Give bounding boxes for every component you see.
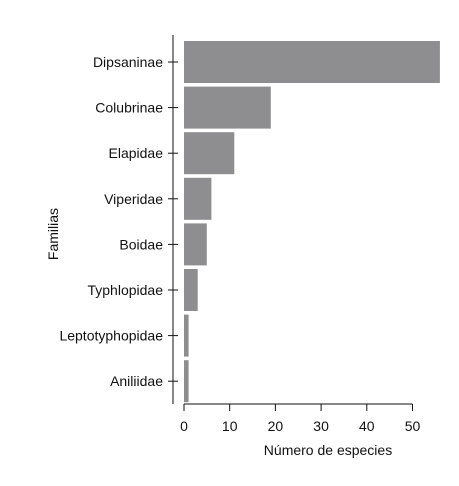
x-tick-label: 50 bbox=[405, 418, 421, 434]
x-tick-label: 30 bbox=[313, 418, 329, 434]
x-tick-label: 10 bbox=[222, 418, 238, 434]
y-tick-label: Boidae bbox=[119, 236, 163, 252]
x-ticks: 0 10 20 30 40 50 bbox=[180, 404, 420, 434]
bar-aniliidae bbox=[184, 360, 189, 403]
bar-viperidae bbox=[184, 177, 212, 220]
bar-typhlopidae bbox=[184, 269, 198, 311]
y-tick-label: Elapidae bbox=[109, 145, 164, 161]
bar-dipsaninae bbox=[184, 41, 440, 83]
x-axis-label: Número de especies bbox=[264, 442, 392, 458]
bar-boidae bbox=[184, 223, 207, 266]
y-tick-label: Leptotyphopidae bbox=[59, 328, 163, 344]
x-tick-label: 20 bbox=[268, 418, 284, 434]
x-tick-label: 0 bbox=[180, 418, 188, 434]
y-axis-label: Familias bbox=[45, 208, 61, 260]
y-ticks: Dipsaninae Colubrinae Elapidae Viperidae Boi… bbox=[59, 54, 178, 389]
bars-layer bbox=[184, 41, 440, 403]
bar-colubrinae bbox=[184, 86, 271, 129]
bar-leptotyphopidae bbox=[184, 314, 189, 357]
bar-elapidae bbox=[184, 132, 235, 175]
x-tick-label: 40 bbox=[359, 418, 375, 434]
y-tick-label: Typhlopidae bbox=[87, 282, 163, 298]
y-tick-label: Viperidae bbox=[104, 191, 163, 207]
y-tick-label: Dipsaninae bbox=[93, 54, 163, 70]
y-tick-label: Colubrinae bbox=[95, 100, 163, 116]
y-tick-label: Aniliidae bbox=[110, 373, 163, 389]
axes-layer bbox=[172, 35, 413, 405]
